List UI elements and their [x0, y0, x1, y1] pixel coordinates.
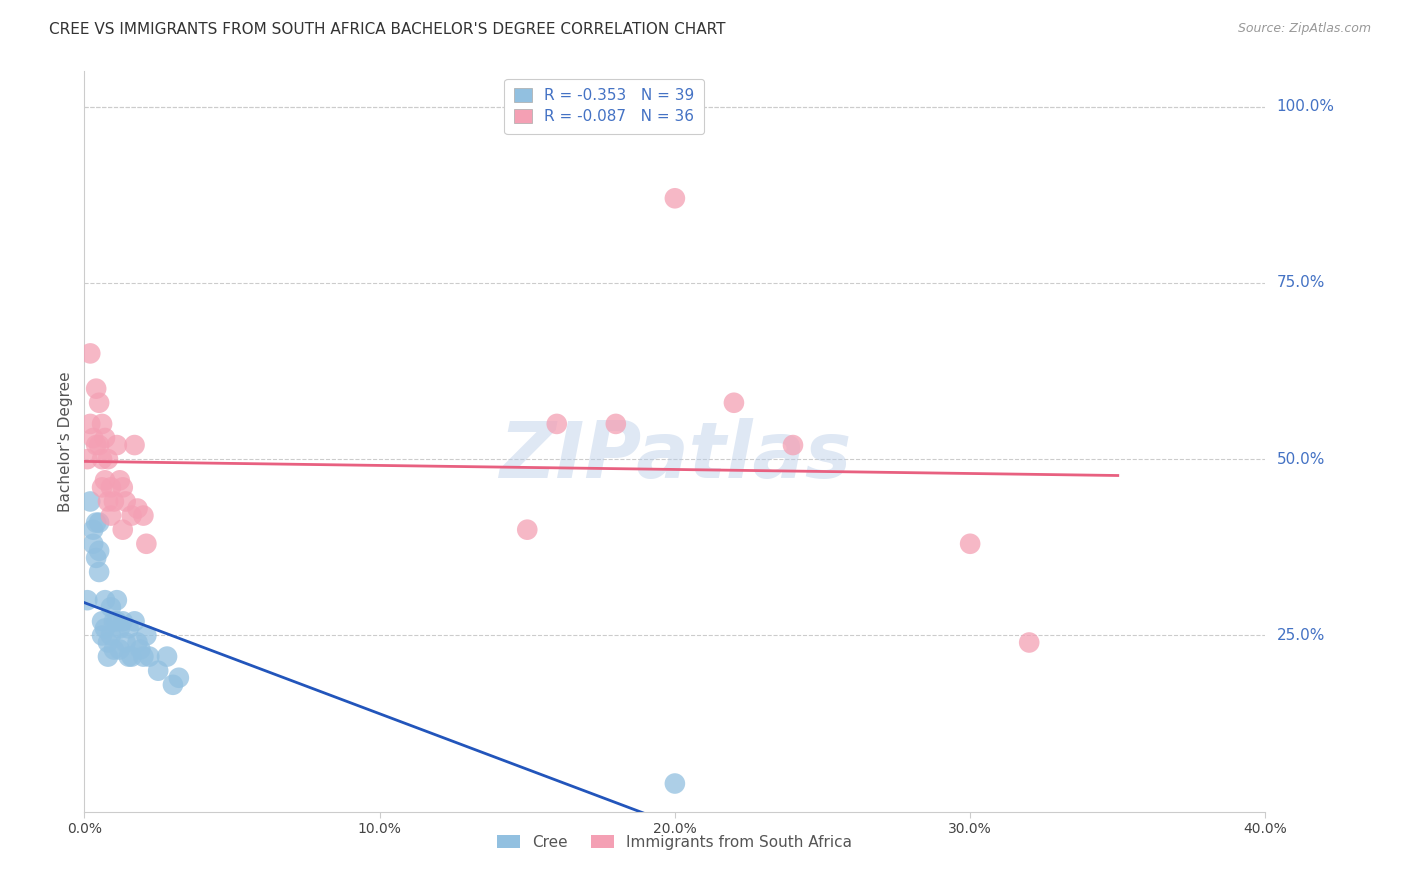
Text: Source: ZipAtlas.com: Source: ZipAtlas.com: [1237, 22, 1371, 36]
Point: [97, 452, 120, 467]
Point: [97, 635, 120, 649]
Point: [148, 664, 170, 678]
Point: [100, 628, 122, 642]
Point: [516, 523, 538, 537]
Point: [91, 615, 114, 629]
Point: [132, 649, 155, 664]
Point: [605, 417, 627, 431]
Point: [100, 600, 122, 615]
Point: [124, 615, 146, 629]
Text: 50.0%: 50.0%: [1277, 451, 1324, 467]
Point: [108, 473, 131, 487]
Point: [87, 396, 111, 410]
Point: [103, 494, 125, 508]
Point: [91, 452, 114, 467]
Point: [94, 431, 117, 445]
Point: [108, 642, 131, 657]
Point: [105, 615, 128, 629]
Point: [87, 565, 111, 579]
Point: [84, 438, 107, 452]
Point: [124, 438, 146, 452]
Text: 100.0%: 100.0%: [1277, 99, 1334, 114]
Point: [100, 480, 122, 494]
Point: [82, 537, 104, 551]
Point: [121, 649, 143, 664]
Point: [103, 615, 125, 629]
Point: [118, 649, 141, 664]
Point: [138, 649, 160, 664]
Point: [167, 671, 190, 685]
Point: [91, 417, 114, 431]
Point: [156, 649, 179, 664]
Legend: Cree, Immigrants from South Africa: Cree, Immigrants from South Africa: [491, 829, 859, 856]
Point: [84, 516, 107, 530]
Point: [94, 621, 117, 635]
Point: [111, 523, 134, 537]
Point: [94, 473, 117, 487]
Point: [135, 628, 157, 642]
Point: [959, 537, 981, 551]
Point: [108, 621, 131, 635]
Y-axis label: Bachelor's Degree: Bachelor's Degree: [58, 371, 73, 512]
Point: [103, 642, 125, 657]
Point: [91, 480, 114, 494]
Point: [1018, 635, 1040, 649]
Text: 25.0%: 25.0%: [1277, 628, 1324, 643]
Point: [79, 346, 101, 360]
Text: 75.0%: 75.0%: [1277, 276, 1324, 291]
Point: [118, 621, 141, 635]
Point: [121, 508, 143, 523]
Point: [82, 431, 104, 445]
Point: [782, 438, 804, 452]
Point: [127, 635, 149, 649]
Text: ZIPatlas: ZIPatlas: [499, 418, 851, 494]
Point: [84, 382, 107, 396]
Point: [79, 417, 101, 431]
Text: CREE VS IMMIGRANTS FROM SOUTH AFRICA BACHELOR'S DEGREE CORRELATION CHART: CREE VS IMMIGRANTS FROM SOUTH AFRICA BAC…: [49, 22, 725, 37]
Point: [111, 615, 134, 629]
Point: [664, 776, 686, 790]
Point: [132, 508, 155, 523]
Point: [114, 494, 136, 508]
Point: [135, 537, 157, 551]
Point: [76, 452, 98, 467]
Point: [84, 550, 107, 565]
Point: [97, 649, 120, 664]
Point: [664, 191, 686, 205]
Point: [82, 523, 104, 537]
Point: [723, 396, 745, 410]
Point: [162, 678, 184, 692]
Point: [87, 544, 111, 558]
Point: [105, 593, 128, 607]
Point: [87, 516, 111, 530]
Point: [94, 593, 117, 607]
Point: [127, 501, 149, 516]
Point: [100, 508, 122, 523]
Point: [546, 417, 568, 431]
Point: [97, 494, 120, 508]
Point: [79, 494, 101, 508]
Point: [87, 438, 111, 452]
Point: [105, 438, 128, 452]
Point: [111, 480, 134, 494]
Point: [91, 628, 114, 642]
Point: [129, 642, 152, 657]
Point: [76, 593, 98, 607]
Point: [114, 635, 136, 649]
